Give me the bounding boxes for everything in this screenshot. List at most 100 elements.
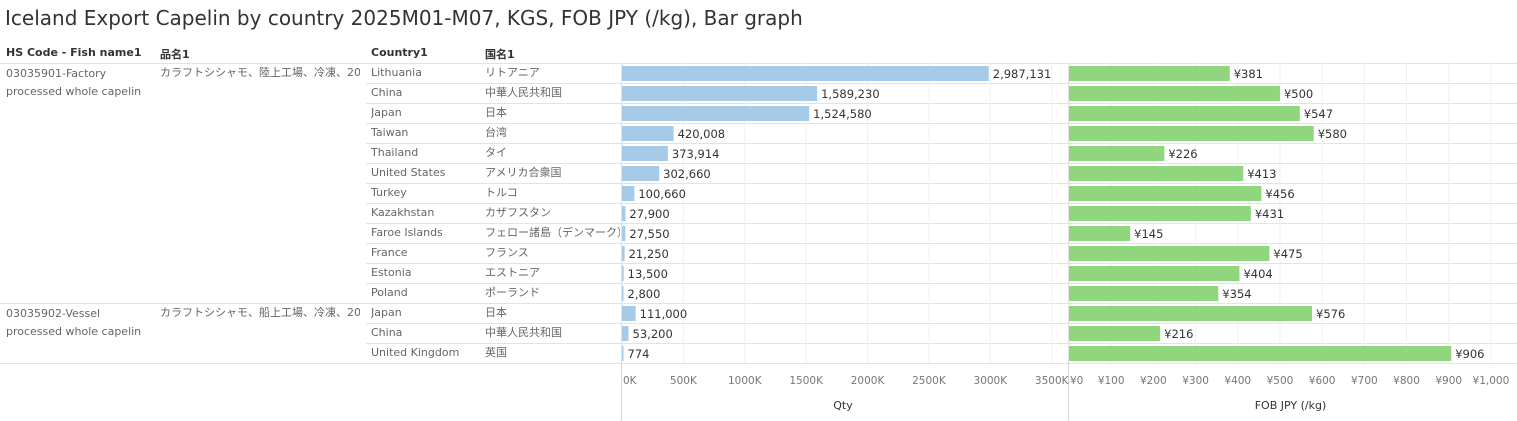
bar-fob	[1069, 86, 1280, 101]
bar-qty	[622, 326, 629, 341]
country-label-ja[interactable]: フェロー諸島（デンマーク）	[485, 226, 620, 239]
country-label-ja[interactable]: リトアニア	[485, 66, 540, 79]
data-label-qty: 302,660	[663, 167, 711, 181]
country-label[interactable]: China	[371, 86, 403, 99]
country-label-ja[interactable]: タイ	[485, 146, 507, 159]
row-divider	[0, 303, 1517, 304]
tick-label-fob: ¥100	[1098, 375, 1125, 387]
tick-label-fob: ¥900	[1435, 375, 1462, 387]
country-label[interactable]: United States	[371, 166, 446, 179]
data-label-fob: ¥431	[1255, 207, 1284, 221]
group-hinmei[interactable]: カラフトシシャモ、陸上工場、冷凍、2017..	[160, 66, 360, 79]
country-label-ja[interactable]: 中華人民共和国	[485, 326, 562, 339]
header-kokumei[interactable]: 国名1	[485, 48, 515, 61]
country-label[interactable]: Taiwan	[371, 126, 409, 139]
tick-label-qty: 3500K	[1035, 375, 1070, 387]
country-label[interactable]: Poland	[371, 286, 408, 299]
row-divider	[366, 243, 1517, 244]
country-label[interactable]: China	[371, 326, 403, 339]
bar-qty	[622, 206, 626, 221]
tick-label-qty: 1000K	[728, 375, 763, 387]
row-divider	[366, 203, 1517, 204]
tick-label-fob: ¥200	[1140, 375, 1167, 387]
country-label-ja[interactable]: カザフスタン	[485, 206, 551, 219]
country-label-ja[interactable]: ポーランド	[485, 286, 540, 299]
header-hs-code[interactable]: HS Code - Fish name1	[6, 46, 142, 59]
row-divider	[366, 83, 1517, 84]
bar-fob	[1069, 306, 1313, 321]
country-label[interactable]: Lithuania	[371, 66, 422, 79]
tick-label-qty: 2500K	[912, 375, 947, 387]
data-label-qty: 111,000	[640, 307, 688, 321]
country-label[interactable]: Faroe Islands	[371, 226, 443, 239]
bar-fob	[1069, 66, 1230, 81]
data-label-fob: ¥456	[1265, 187, 1294, 201]
tick-label-fob: ¥0	[1070, 375, 1083, 387]
data-label-fob: ¥576	[1316, 307, 1345, 321]
row-divider	[366, 163, 1517, 164]
data-label-qty: 2,800	[628, 287, 661, 301]
group-hs-code[interactable]: 03035901-Factory processed whole capelin	[6, 67, 142, 98]
country-label[interactable]: Japan	[371, 106, 402, 119]
bar-qty	[622, 106, 810, 121]
country-label-ja[interactable]: 日本	[485, 306, 507, 319]
data-label-qty: 53,200	[633, 327, 673, 341]
country-label-ja[interactable]: 台湾	[485, 126, 507, 139]
data-label-fob: ¥580	[1318, 127, 1347, 141]
country-label[interactable]: Kazakhstan	[371, 206, 435, 219]
bar-qty	[622, 286, 624, 301]
bar-qty	[622, 246, 625, 261]
group-hinmei[interactable]: カラフトシシャモ、船上工場、冷凍、2017..	[160, 306, 360, 319]
bar-qty	[622, 186, 635, 201]
bar-fob	[1069, 266, 1240, 281]
row-divider	[366, 283, 1517, 284]
country-label-ja[interactable]: 日本	[485, 106, 507, 119]
bar-fob	[1069, 206, 1251, 221]
row-divider	[366, 143, 1517, 144]
country-label[interactable]: United Kingdom	[371, 346, 460, 359]
tick-label-fob: ¥300	[1182, 375, 1209, 387]
row-divider	[366, 263, 1517, 264]
data-label-qty: 774	[628, 347, 650, 361]
header-country[interactable]: Country1	[371, 46, 428, 59]
tick-label-fob: ¥500	[1267, 375, 1294, 387]
data-label-qty: 27,900	[629, 207, 669, 221]
bar-qty	[622, 306, 636, 321]
country-label[interactable]: France	[371, 246, 408, 259]
data-label-fob: ¥226	[1168, 147, 1197, 161]
tick-label-qty: 500K	[670, 375, 698, 387]
country-label-ja[interactable]: トルコ	[485, 186, 518, 199]
country-label[interactable]: Japan	[371, 306, 402, 319]
data-label-qty: 1,524,580	[813, 107, 872, 121]
bar-qty	[622, 126, 674, 141]
group-hs-code[interactable]: 03035902-Vessel processed whole capelin	[6, 307, 142, 338]
country-label-ja[interactable]: 英国	[485, 346, 507, 359]
bar-fob	[1069, 126, 1314, 141]
row-divider	[366, 103, 1517, 104]
data-label-fob: ¥216	[1164, 327, 1193, 341]
row-divider	[0, 363, 1517, 364]
country-label[interactable]: Estonia	[371, 266, 412, 279]
country-label-ja[interactable]: エストニア	[485, 266, 540, 279]
data-label-fob: ¥906	[1455, 347, 1484, 361]
country-label-ja[interactable]: 中華人民共和国	[485, 86, 562, 99]
bar-qty	[622, 86, 818, 101]
country-label-ja[interactable]: アメリカ合衆国	[485, 166, 562, 179]
row-divider	[366, 183, 1517, 184]
bar-fob	[1069, 346, 1452, 361]
axis-title-fob: FOB JPY (/kg)	[1255, 399, 1327, 412]
bar-qty	[622, 346, 624, 361]
country-label[interactable]: Thailand	[371, 146, 419, 159]
header-hinmei[interactable]: 品名1	[160, 48, 190, 61]
country-label[interactable]: Turkey	[371, 186, 407, 199]
data-label-qty: 13,500	[628, 267, 668, 281]
bar-fob	[1069, 166, 1244, 181]
tick-label-qty: 2000K	[851, 375, 886, 387]
data-label-fob: ¥547	[1304, 107, 1333, 121]
data-label-qty: 100,660	[638, 187, 686, 201]
tick-label-fob: ¥400	[1224, 375, 1251, 387]
row-divider	[366, 223, 1517, 224]
country-label-ja[interactable]: フランス	[485, 246, 529, 259]
data-label-qty: 27,550	[629, 227, 669, 241]
tick-label-qty: 1500K	[789, 375, 824, 387]
